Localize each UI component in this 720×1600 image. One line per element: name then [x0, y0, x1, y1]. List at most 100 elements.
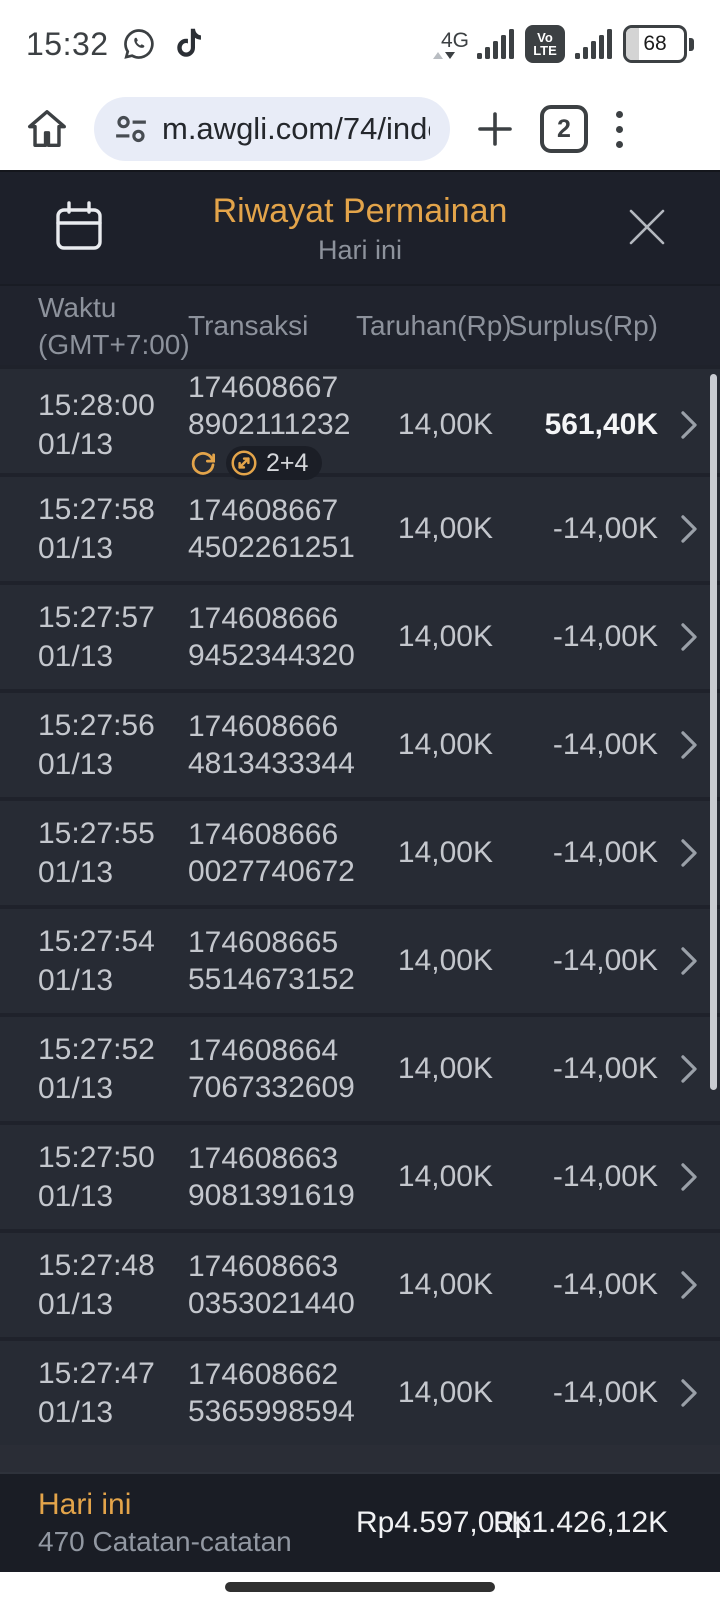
panel-title: Riwayat Permainan [212, 191, 508, 230]
row-time: 15:27:57 01/13 [38, 601, 155, 673]
round-badge: 2+4 [188, 446, 356, 480]
tab-switcher-button[interactable]: 2 [540, 105, 588, 153]
panel-header: Riwayat Permainan Hari ini [0, 170, 720, 284]
table-row[interactable]: 15:27:52 01/13 174608664 7067332609 [0, 1013, 720, 1121]
row-transaction: 174608664 7067332609 [188, 1034, 355, 1104]
row-time: 15:27:55 01/13 [38, 817, 155, 889]
history-rows: 15:28:00 01/13 174608667 8902111232 [0, 365, 720, 1472]
row-surplus: -14,00K [552, 728, 658, 761]
site-settings-icon[interactable] [114, 114, 148, 144]
volte-icon: Vo LTE [525, 25, 565, 63]
row-bet: 14,00K [397, 1268, 493, 1301]
row-surplus: -14,00K [552, 1268, 658, 1301]
battery-icon: 68 [623, 25, 694, 63]
row-bet: 14,00K [397, 407, 493, 441]
close-icon[interactable] [624, 204, 670, 250]
chevron-right-icon[interactable] [658, 512, 720, 546]
row-transaction: 174608667 8902111232 [188, 369, 356, 480]
chevron-right-icon[interactable] [658, 408, 720, 442]
row-bet: 14,00K [397, 836, 493, 869]
chevron-right-icon[interactable] [658, 1160, 720, 1194]
row-time: 15:27:54 01/13 [38, 925, 155, 997]
table-row[interactable]: 15:27:48 01/13 174608663 0353021440 [0, 1229, 720, 1337]
row-surplus: -14,00K [552, 1052, 658, 1085]
network-type-indicator: 4G [432, 30, 469, 59]
home-button[interactable] [24, 106, 70, 152]
table-row[interactable]: 15:27:57 01/13 174608666 9452344320 [0, 581, 720, 689]
row-transaction: 174608666 4813433344 [188, 710, 355, 780]
summary-period: Hari ini [38, 1488, 132, 1521]
col-header-bet: Taruhan(Rp) [356, 309, 512, 341]
game-history-panel: Riwayat Permainan Hari ini Waktu (GMT+7:… [0, 170, 720, 1572]
chevron-right-icon[interactable] [658, 728, 720, 762]
panel-subtitle: Hari ini [317, 234, 403, 265]
chevron-right-icon[interactable] [658, 1376, 720, 1410]
system-navigation-area [0, 1572, 720, 1600]
summary-total-surplus: Rp1.426,12K [493, 1506, 669, 1539]
row-surplus: -14,00K [552, 620, 658, 653]
row-bet: 14,00K [397, 1160, 493, 1193]
signal-bars-icon-2 [575, 28, 613, 60]
table-row[interactable]: 15:27:56 01/13 174608666 4813433344 [0, 689, 720, 797]
table-header-row: Waktu (GMT+7:00) Transaksi Taruhan(Rp) S… [0, 284, 720, 365]
row-bet: 14,00K [397, 1376, 493, 1409]
chevron-right-icon[interactable] [658, 836, 720, 870]
table-row[interactable]: 15:27:54 01/13 174608665 5514673152 [0, 905, 720, 1013]
signal-bars-icon-1 [477, 28, 515, 60]
replay-icon [188, 448, 218, 478]
chevron-right-icon[interactable] [658, 944, 720, 978]
row-time: 15:27:56 01/13 [38, 709, 155, 781]
calendar-button[interactable] [52, 196, 106, 256]
row-transaction: 174608663 9081391619 [188, 1142, 355, 1212]
multiplier-icon [229, 448, 259, 478]
row-bet: 14,00K [397, 512, 493, 545]
row-surplus: -14,00K [552, 1160, 658, 1193]
chevron-right-icon[interactable] [658, 620, 720, 654]
row-transaction: 174608663 0353021440 [188, 1250, 355, 1320]
browser-menu-button[interactable] [612, 107, 627, 152]
clock: 15:32 [26, 25, 109, 62]
new-tab-button[interactable] [474, 108, 516, 150]
row-time: 15:27:58 01/13 [38, 493, 155, 565]
row-surplus: -14,00K [552, 944, 658, 977]
row-time: 15:27:50 01/13 [38, 1141, 155, 1213]
url-text: m.awgli.com/74/index [162, 111, 430, 146]
table-row[interactable]: 15:27:55 01/13 174608666 0027740672 [0, 797, 720, 905]
col-header-transaction: Transaksi [188, 309, 309, 341]
status-bar: 15:32 4G Vo [0, 0, 720, 88]
row-time: 15:27:52 01/13 [38, 1033, 155, 1105]
col-header-surplus: Surplus(Rp) [508, 309, 658, 341]
gesture-bar[interactable] [225, 1582, 495, 1592]
row-bet: 14,00K [397, 728, 493, 761]
row-surplus: -14,00K [552, 1376, 658, 1409]
table-row[interactable]: 15:27:58 01/13 174608667 4502261251 [0, 473, 720, 581]
chevron-right-icon[interactable] [658, 1268, 720, 1302]
chevron-right-icon[interactable] [658, 1052, 720, 1086]
row-bet: 14,00K [397, 1052, 493, 1085]
row-transaction: 174608667 4502261251 [188, 494, 355, 564]
row-surplus: 561,40K [544, 407, 658, 441]
tiktok-icon [169, 26, 203, 62]
row-surplus: -14,00K [552, 512, 658, 545]
browser-toolbar: m.awgli.com/74/index 2 [0, 88, 720, 170]
whatsapp-icon [121, 26, 157, 62]
table-row[interactable]: 15:27:50 01/13 174608663 9081391619 [0, 1121, 720, 1229]
row-bet: 14,00K [397, 944, 493, 977]
row-transaction: 174608666 0027740672 [188, 818, 355, 888]
summary-record-count: 470 Catatan-catatan [38, 1526, 292, 1557]
row-surplus: -14,00K [552, 836, 658, 869]
row-bet: 14,00K [397, 620, 493, 653]
table-row[interactable]: 15:27:47 01/13 174608662 5365998594 [0, 1337, 720, 1445]
row-time: 15:27:47 01/13 [38, 1357, 155, 1429]
url-bar[interactable]: m.awgli.com/74/index [94, 97, 450, 161]
row-transaction: 174608666 9452344320 [188, 602, 355, 672]
table-row[interactable]: 15:28:00 01/13 174608667 8902111232 [0, 365, 720, 480]
col-header-time: Waktu (GMT+7:00) [38, 291, 190, 360]
row-time: 15:27:48 01/13 [38, 1249, 155, 1321]
scrollbar-thumb[interactable] [710, 374, 717, 1090]
summary-total-bet: Rp4.597,00K [356, 1506, 532, 1539]
row-time: 15:28:00 01/13 [38, 388, 155, 461]
row-transaction: 174608662 5365998594 [188, 1358, 355, 1428]
row-transaction: 174608665 5514673152 [188, 926, 355, 996]
summary-footer: Hari ini 470 Catatan-catatan Rp4.597,00K… [0, 1472, 720, 1572]
